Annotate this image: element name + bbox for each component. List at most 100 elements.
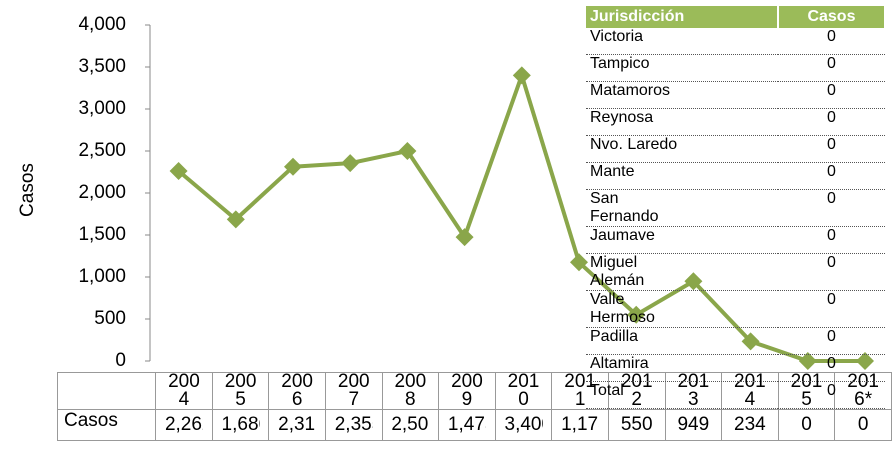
value-cell: 2,262 [155,409,213,441]
category-cell: 2005 [211,371,270,410]
x-tick-label: 2006 [281,371,313,410]
jurisdiction-name: Tampico [590,55,650,72]
x-tick-label: 2010 [507,371,540,410]
value-label: 2,500 [391,414,429,435]
value-label: 2,262 [164,414,203,435]
count-cell: 0 [777,354,885,382]
x-tick-label: 2004 [168,371,200,410]
name-cell: Miguel Alemán [586,253,778,291]
count-cell: 0 [777,226,885,254]
value-label: 1,475 [447,414,486,435]
value-cell: 234 [721,409,779,441]
count-cell: 0 [777,135,885,163]
value-cell: 550 [607,409,666,441]
value-label: 234 [734,414,766,435]
value-label: 550 [620,414,653,435]
jurisdiction-name: San Fernando [590,190,659,225]
jurisdiction-name: Jaumave [590,227,655,244]
header-cell: Casos [777,6,887,28]
marker [570,253,588,272]
value-cell: 0 [777,409,836,441]
name-cell: Valle Hermoso [586,290,778,328]
value-label: 2,355 [334,414,373,435]
value-cell: 2,355 [324,409,383,441]
header-cell: Jurisdicción [586,6,779,28]
value-cell: 2,500 [381,409,440,441]
count-cell: 0 [777,54,885,82]
x-tick-label: 2007 [337,371,370,410]
value-label: 1,175 [561,414,599,435]
name-cell: Reynosa [586,108,778,136]
value-label: 949 [677,414,710,435]
count-cell: 0 [777,290,885,328]
data-table-row: Casos 2,262 1,686 2,312 2,355 2,500 1,475 3,400… [56,409,892,441]
table-row: Valle Hermoso 0 [586,290,885,328]
jurisdiction-name: Total [590,382,624,399]
table-row: Altamira 0 [586,354,885,382]
name-cell: Total [586,381,778,409]
y-tick-label: 2,500 [78,140,126,161]
y-tick-label: 3,500 [78,56,126,77]
category-cell: 2010 [494,371,553,410]
x-tick-label: 2009 [451,371,483,410]
value-cell: 1,175 [551,409,609,441]
value-label: 0 [801,414,812,435]
category-cell: 2008 [381,371,440,410]
series-name: Casos [56,409,157,441]
count-cell: 0 [777,381,885,409]
jurisdiction-name: Miguel Alemán [590,254,645,289]
y-axis-title: Casos [17,163,38,217]
value-cell: 1,686 [211,409,270,441]
blank-cell [56,372,157,410]
marker [398,142,417,160]
value-label: 0 [857,414,869,435]
marker [169,161,188,180]
name-cell: Matamoros [586,81,778,109]
table-row: Tampico 0 [586,54,885,82]
value-cell: 3,400 [494,409,553,441]
table-row: Total 0 [586,381,885,409]
name-cell: Padilla [586,327,778,355]
jurisdiction-name: Reynosa [590,109,654,126]
value-label: 2,312 [278,414,316,435]
marker [512,66,531,85]
category-cell: 2006 [268,371,326,410]
count-cell: 0 [777,162,885,190]
x-tick-label: 2008 [394,371,427,410]
category-cell: 2007 [324,371,383,410]
marker [226,210,245,229]
value-cell: 2,312 [268,409,326,441]
jurisdiction-table: Jurisdicción Casos Victoria 0 Tampico 0 Mata… [586,6,887,409]
jurisdiction-name: Nvo. Laredo [590,136,678,153]
table-row: Reynosa 0 [586,108,885,136]
category-cell: 2004 [155,371,213,410]
jurisdiction-name: Mante [590,163,635,180]
x-tick-label: 2005 [224,371,257,410]
y-tick-label: 3,000 [78,98,126,119]
marker [284,157,302,176]
name-cell: Tampico [586,54,778,82]
name-cell: Jaumave [586,226,778,254]
name-cell: Mante [586,162,778,190]
table-row: Miguel Alemán 0 [586,253,885,291]
value-cell: 0 [834,409,892,441]
jurisdiction-name: Matamoros [590,82,671,99]
name-cell: San Fernando [586,189,778,227]
table-row: Nvo. Laredo 0 [586,135,885,163]
value-label: 1,686 [221,414,260,435]
count-cell: 0 [777,253,885,291]
y-tick-label: 0 [115,350,126,371]
value-cell: 949 [664,409,723,441]
count-cell: 0 [777,327,885,355]
count-cell: 0 [777,108,885,136]
jurisdiction-name: Altamira [590,355,649,372]
name-cell: Victoria [586,28,778,55]
y-tick-label: 1,000 [78,266,126,287]
table-row: Padilla 0 [586,327,885,355]
jurisdiction-name: Valle Hermoso [590,291,655,326]
marker [455,228,474,247]
value-label: 3,400 [504,414,543,435]
table-row: Matamoros 0 [586,81,885,109]
table-row: Mante 0 [586,162,885,190]
